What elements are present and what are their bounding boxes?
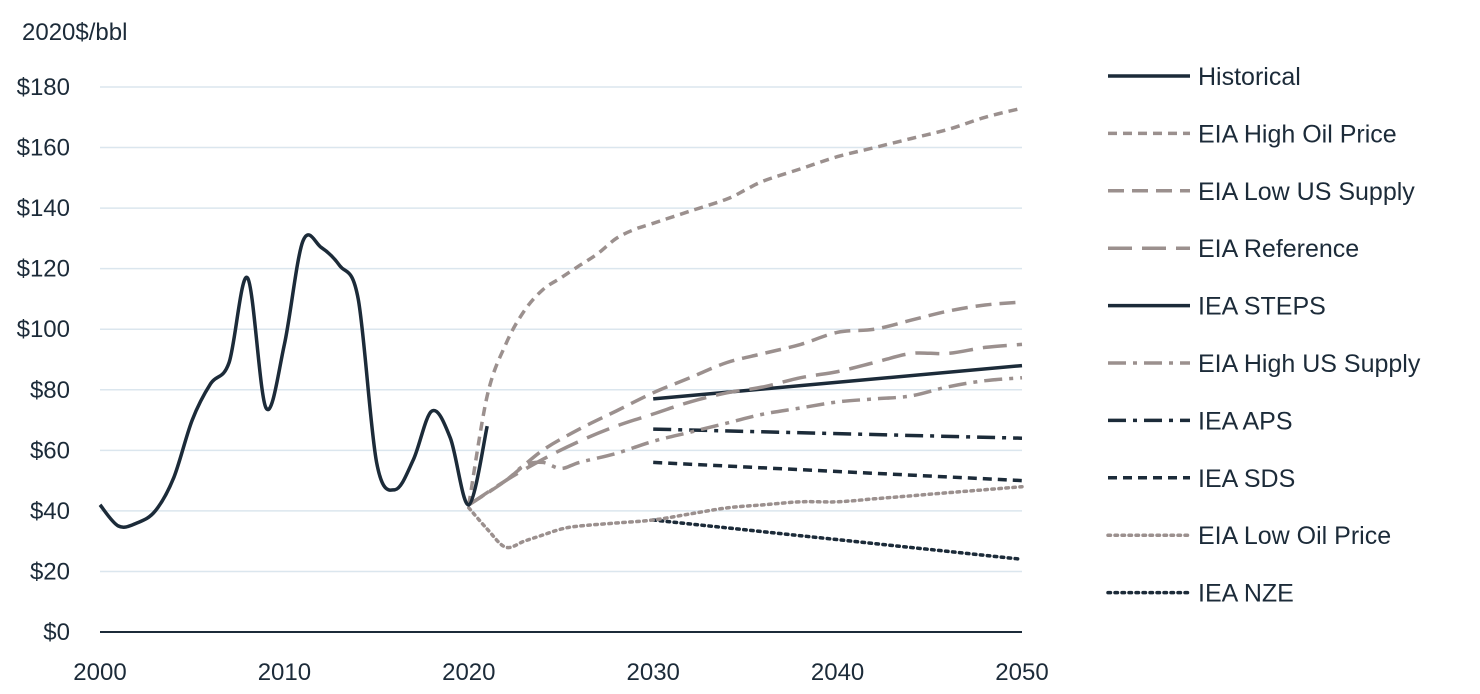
- series-line-eia-low-us-supply: [467, 300, 1023, 507]
- legend-item-iea-sds: IEA SDS: [1108, 465, 1295, 493]
- series-line-eia-high-us-supply: [467, 375, 1023, 507]
- series-line-iea-nze: [651, 518, 1024, 562]
- legend-label-eia-high-oil-price: EIA High Oil Price: [1198, 120, 1397, 148]
- grid-lines: [100, 86, 1022, 573]
- y-tick-label-160: $160: [17, 135, 70, 162]
- x-tick-label-2000: 2000: [73, 659, 126, 686]
- series-line-eia-reference: [467, 342, 1023, 507]
- y-tick-label-60: $60: [30, 437, 70, 464]
- legend-item-iea-aps: IEA APS: [1108, 407, 1293, 435]
- y-tick-label-20: $20: [30, 558, 70, 585]
- series-line-historical: [98, 233, 489, 529]
- y-tick-label-80: $80: [30, 377, 70, 404]
- legend-item-eia-high-oil-price: EIA High Oil Price: [1108, 120, 1397, 148]
- y-axis-unit-label: 2020$/bbl: [22, 19, 127, 46]
- x-tick-label-2020: 2020: [442, 659, 495, 686]
- legend-label-historical: Historical: [1198, 63, 1301, 91]
- x-tick-label-2040: 2040: [811, 659, 864, 686]
- legend-item-iea-nze: IEA NZE: [1106, 580, 1294, 608]
- legend-item-iea-steps: IEA STEPS: [1108, 293, 1326, 321]
- legend-label-iea-aps: IEA APS: [1198, 407, 1293, 435]
- legend-label-iea-steps: IEA STEPS: [1198, 293, 1326, 321]
- y-tick-label-0: $0: [43, 619, 70, 646]
- y-tick-label-120: $120: [17, 256, 70, 283]
- legend-item-historical: Historical: [1108, 63, 1301, 91]
- legend-label-eia-low-oil-price: EIA Low Oil Price: [1198, 522, 1391, 550]
- legend-item-eia-low-oil-price: EIA Low Oil Price: [1106, 522, 1391, 550]
- legend-label-iea-sds: IEA SDS: [1198, 465, 1295, 493]
- y-tick-label-100: $100: [17, 316, 70, 343]
- axes: 2020$/bbl $0 $20 $40 $60 $80 $100 $120 $140 $160…: [17, 19, 1049, 686]
- y-tick-label-180: $180: [17, 74, 70, 101]
- legend-item-eia-reference: EIA Reference: [1108, 235, 1359, 263]
- series-line-iea-steps: [653, 363, 1023, 401]
- legend-label-eia-low-us-supply: EIA Low US Supply: [1198, 178, 1415, 206]
- y-tick-label-140: $140: [17, 195, 70, 222]
- legend-item-eia-high-us-supply: EIA High US Supply: [1108, 350, 1421, 378]
- legend-label-iea-nze: IEA NZE: [1198, 580, 1294, 608]
- x-tick-label-2050: 2050: [995, 659, 1048, 686]
- legend-label-eia-high-us-supply: EIA High US Supply: [1198, 350, 1421, 378]
- series-line-iea-aps: [653, 427, 1023, 440]
- series-line-eia-low-oil-price: [467, 484, 1024, 550]
- series-line-iea-sds: [653, 460, 1023, 483]
- series-lines: [98, 106, 1024, 562]
- y-tick-label-40: $40: [30, 498, 70, 525]
- x-tick-label-2010: 2010: [258, 659, 311, 686]
- legend-label-eia-reference: EIA Reference: [1198, 235, 1359, 263]
- legend: Historical EIA High Oil Price EIA Low US S…: [1106, 63, 1421, 608]
- legend-item-eia-low-us-supply: EIA Low US Supply: [1108, 178, 1415, 206]
- x-tick-label-2030: 2030: [627, 659, 680, 686]
